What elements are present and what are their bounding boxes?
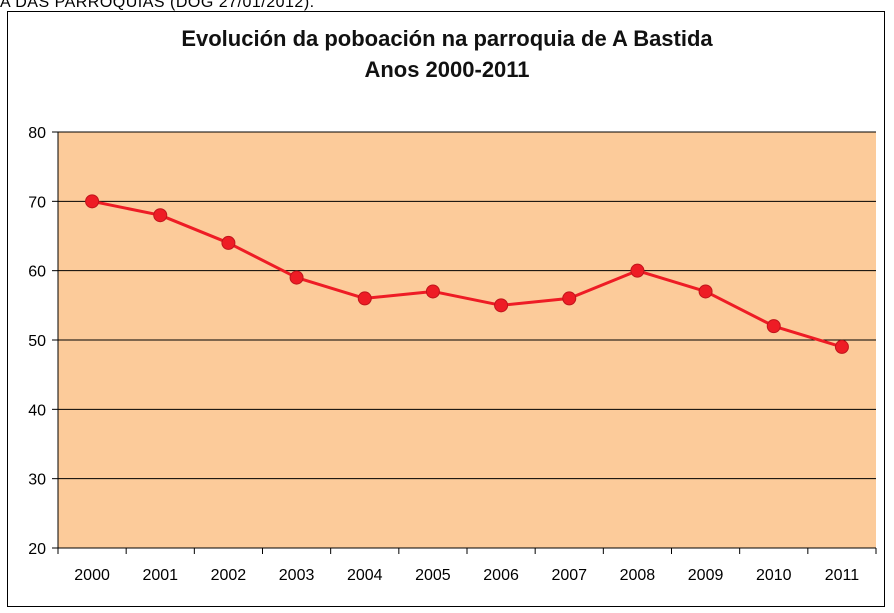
x-tick-label-2002: 2002 xyxy=(211,567,247,584)
data-point-2005 xyxy=(425,284,440,299)
data-point-2008 xyxy=(630,263,645,278)
x-tick-label-2004: 2004 xyxy=(347,567,383,584)
data-point-2000 xyxy=(85,194,100,209)
y-tick-label-30: 30 xyxy=(28,472,46,489)
y-tick-label-50: 50 xyxy=(28,333,46,350)
y-tick-label-80: 80 xyxy=(28,125,46,142)
x-tick-label-2011: 2011 xyxy=(825,567,860,584)
series-line-segment-2000 xyxy=(90,199,162,217)
series-line-segment-2002 xyxy=(226,241,299,280)
x-tick-label-2005: 2005 xyxy=(415,567,451,584)
series-line-segment-2005 xyxy=(431,289,503,307)
x-tick-label-2000: 2000 xyxy=(74,567,110,584)
series-line-segment-2010 xyxy=(772,324,844,349)
y-tick-label-60: 60 xyxy=(28,264,46,281)
data-point-2002 xyxy=(221,235,236,250)
series-line-segment-2003 xyxy=(295,276,367,300)
data-point-2010 xyxy=(766,319,781,334)
x-tick-label-2003: 2003 xyxy=(279,567,315,584)
y-tick-label-20: 20 xyxy=(28,541,46,558)
x-tick-label-2001: 2001 xyxy=(142,567,178,584)
x-tick-label-2007: 2007 xyxy=(551,567,587,584)
series-line-segment-2001 xyxy=(158,213,230,245)
series-line-segment-2006 xyxy=(499,296,571,307)
series-line-segment-2007 xyxy=(567,269,639,300)
data-point-2004 xyxy=(357,291,372,306)
x-tick-label-2010: 2010 xyxy=(756,567,792,584)
x-tick-label-2009: 2009 xyxy=(688,567,724,584)
chart-title: Evolución da poboación na parroquia de A… xyxy=(181,26,713,51)
clipped-header-text: A DAS PARROQUIAS (DOG 27/01/2012). xyxy=(0,0,315,11)
y-tick-label-70: 70 xyxy=(28,194,46,211)
series-line-segment-2009 xyxy=(704,289,776,328)
x-tick-label-2006: 2006 xyxy=(483,567,519,584)
y-tick-label-40: 40 xyxy=(28,402,46,419)
data-point-2006 xyxy=(494,298,509,313)
data-point-2003 xyxy=(289,270,304,285)
data-point-2011 xyxy=(834,339,849,354)
data-point-2009 xyxy=(698,284,713,299)
data-point-2001 xyxy=(153,208,168,223)
series-line-segment-2004 xyxy=(363,289,435,300)
x-tick-label-2008: 2008 xyxy=(620,567,656,584)
chart-subtitle: Anos 2000-2011 xyxy=(364,57,530,82)
data-point-2007 xyxy=(562,291,577,306)
series-line-segment-2008 xyxy=(635,269,708,293)
